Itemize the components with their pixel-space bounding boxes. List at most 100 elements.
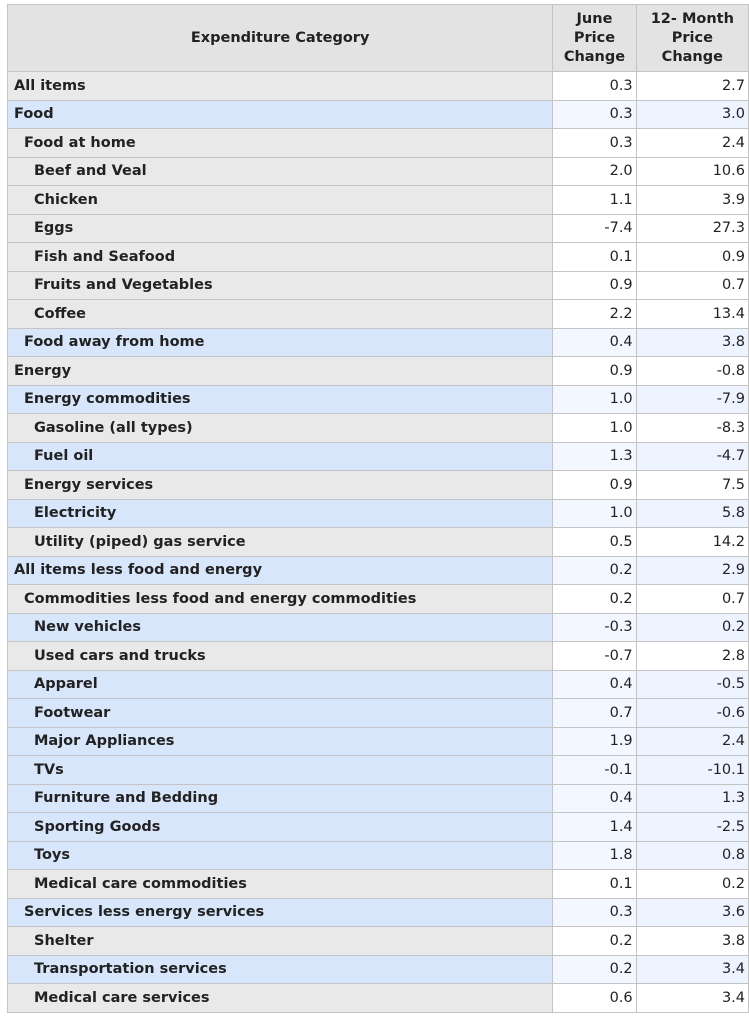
table-row: Fruits and Vegetables 0.9 0.7: [6, 270, 749, 300]
expenditure-category-cell: Chicken: [6, 185, 554, 215]
june-price-change-cell: 0.9: [552, 270, 637, 300]
expenditure-category-cell: All items less food and energy: [6, 555, 554, 585]
header-expenditure-category: Expenditure Category: [6, 4, 554, 72]
table-row: Fuel oil 1.3 -4.7: [6, 441, 749, 471]
expenditure-category-cell: Energy commodities: [6, 384, 554, 414]
table-row: Transportation services 0.2 3.4: [6, 954, 749, 984]
table-row: Chicken 1.1 3.9: [6, 185, 749, 215]
expenditure-category-cell: Medical care services: [6, 983, 554, 1013]
12-month-price-change-cell: -2.5: [635, 812, 749, 842]
expenditure-category-cell: TVs: [6, 755, 554, 785]
table-row: Food 0.3 3.0: [6, 99, 749, 129]
june-price-change-cell: 2.0: [552, 156, 637, 186]
table-row: Food away from home 0.4 3.8: [6, 327, 749, 357]
expenditure-category-cell: Food away from home: [6, 327, 554, 357]
table-row: Food at home 0.3 2.4: [6, 128, 749, 158]
june-price-change-cell: -0.1: [552, 755, 637, 785]
12-month-price-change-cell: -7.9: [635, 384, 749, 414]
expenditure-category-cell: Food: [6, 99, 554, 129]
june-price-change-cell: 0.4: [552, 783, 637, 813]
12-month-price-change-cell: 27.3: [635, 213, 749, 243]
expenditure-category-cell: All items: [6, 71, 554, 101]
expenditure-category-cell: Furniture and Bedding: [6, 783, 554, 813]
table-row: Sporting Goods 1.4 -2.5: [6, 812, 749, 842]
june-price-change-cell: 1.0: [552, 498, 637, 528]
cpi-price-change-table: Expenditure Category June Price Change 1…: [6, 4, 749, 1013]
june-price-change-cell: -7.4: [552, 213, 637, 243]
expenditure-category-cell: New vehicles: [6, 612, 554, 642]
12-month-price-change-cell: -10.1: [635, 755, 749, 785]
june-price-change-cell: -0.3: [552, 612, 637, 642]
june-price-change-cell: 1.0: [552, 413, 637, 443]
12-month-price-change-cell: -0.5: [635, 669, 749, 699]
june-price-change-cell: 0.1: [552, 242, 637, 272]
table-row: Services less energy services 0.3 3.6: [6, 897, 749, 927]
12-month-price-change-cell: -0.8: [635, 356, 749, 386]
expenditure-category-cell: Footwear: [6, 698, 554, 728]
header-12-month-price-change: 12- Month Price Change: [635, 4, 749, 72]
table-row: New vehicles -0.3 0.2: [6, 612, 749, 642]
expenditure-category-cell: Sporting Goods: [6, 812, 554, 842]
12-month-price-change-cell: 2.4: [635, 128, 749, 158]
expenditure-category-cell: Food at home: [6, 128, 554, 158]
june-price-change-cell: 0.3: [552, 71, 637, 101]
12-month-price-change-cell: 2.9: [635, 555, 749, 585]
12-month-price-change-cell: 3.9: [635, 185, 749, 215]
table-row: Coffee 2.2 13.4: [6, 299, 749, 329]
june-price-change-cell: 1.3: [552, 441, 637, 471]
expenditure-category-cell: Used cars and trucks: [6, 641, 554, 671]
june-price-change-cell: 1.8: [552, 840, 637, 870]
table-row: Electricity 1.0 5.8: [6, 498, 749, 528]
12-month-price-change-cell: 10.6: [635, 156, 749, 186]
table-row: All items less food and energy 0.2 2.9: [6, 555, 749, 585]
expenditure-category-cell: Beef and Veal: [6, 156, 554, 186]
june-price-change-cell: 0.2: [552, 926, 637, 956]
table-row: Used cars and trucks -0.7 2.8: [6, 641, 749, 671]
table-row: Medical care services 0.6 3.4: [6, 983, 749, 1013]
june-price-change-cell: 1.4: [552, 812, 637, 842]
table-row: Major Appliances 1.9 2.4: [6, 726, 749, 756]
table-row: Fish and Seafood 0.1 0.9: [6, 242, 749, 272]
expenditure-category-cell: Electricity: [6, 498, 554, 528]
june-price-change-cell: 0.1: [552, 869, 637, 899]
expenditure-category-cell: Gasoline (all types): [6, 413, 554, 443]
table-row: Apparel 0.4 -0.5: [6, 669, 749, 699]
june-price-change-cell: 1.9: [552, 726, 637, 756]
12-month-price-change-cell: -0.6: [635, 698, 749, 728]
12-month-price-change-cell: 14.2: [635, 527, 749, 557]
12-month-price-change-cell: 0.2: [635, 869, 749, 899]
table-row: All items 0.3 2.7: [6, 71, 749, 101]
june-price-change-cell: 0.6: [552, 983, 637, 1013]
expenditure-category-cell: Utility (piped) gas service: [6, 527, 554, 557]
june-price-change-cell: 0.7: [552, 698, 637, 728]
june-price-change-cell: 0.2: [552, 954, 637, 984]
table-row: Toys 1.8 0.8: [6, 840, 749, 870]
table-row: TVs -0.1 -10.1: [6, 755, 749, 785]
12-month-price-change-cell: 3.8: [635, 926, 749, 956]
12-month-price-change-cell: 0.7: [635, 270, 749, 300]
table-row: Medical care commodities 0.1 0.2: [6, 869, 749, 899]
12-month-price-change-cell: 3.8: [635, 327, 749, 357]
june-price-change-cell: 0.2: [552, 555, 637, 585]
12-month-price-change-cell: 0.8: [635, 840, 749, 870]
expenditure-category-cell: Energy services: [6, 470, 554, 500]
expenditure-category-cell: Eggs: [6, 213, 554, 243]
cpi-table-container: Expenditure Category June Price Change 1…: [6, 4, 749, 1013]
12-month-price-change-cell: 7.5: [635, 470, 749, 500]
june-price-change-cell: 1.0: [552, 384, 637, 414]
june-price-change-cell: -0.7: [552, 641, 637, 671]
12-month-price-change-cell: 2.7: [635, 71, 749, 101]
june-price-change-cell: 0.5: [552, 527, 637, 557]
table-row: Energy commodities 1.0 -7.9: [6, 384, 749, 414]
12-month-price-change-cell: 3.6: [635, 897, 749, 927]
12-month-price-change-cell: 2.8: [635, 641, 749, 671]
june-price-change-cell: 0.2: [552, 584, 637, 614]
12-month-price-change-cell: 0.9: [635, 242, 749, 272]
12-month-price-change-cell: 5.8: [635, 498, 749, 528]
june-price-change-cell: 0.9: [552, 470, 637, 500]
expenditure-category-cell: Transportation services: [6, 954, 554, 984]
june-price-change-cell: 0.3: [552, 128, 637, 158]
expenditure-category-cell: Fish and Seafood: [6, 242, 554, 272]
table-row: Energy services 0.9 7.5: [6, 470, 749, 500]
june-price-change-cell: 0.9: [552, 356, 637, 386]
